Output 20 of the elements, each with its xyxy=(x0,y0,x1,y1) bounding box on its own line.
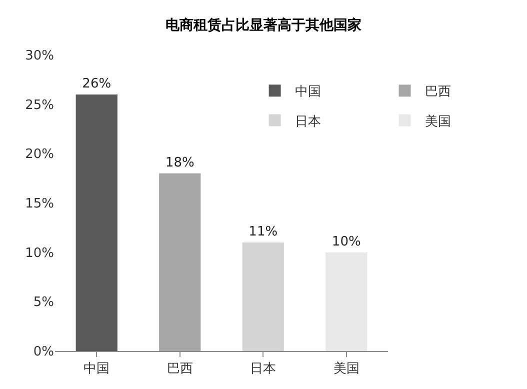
y-tick-label: 25% xyxy=(25,98,54,113)
data-label: 26% xyxy=(82,76,112,92)
data-label: 11% xyxy=(248,224,278,240)
x-tick-label: 中国 xyxy=(84,362,110,377)
y-tick-label: 30% xyxy=(25,48,54,64)
legend-label: 日本 xyxy=(294,114,321,130)
y-tick-label: 0% xyxy=(33,344,54,360)
y-tick-label: 5% xyxy=(33,295,54,310)
y-tick-label: 10% xyxy=(25,246,54,261)
x-tick-label: 美国 xyxy=(333,360,360,377)
x-tick-label: 日本 xyxy=(250,362,276,377)
legend-label: 巴西 xyxy=(424,84,451,100)
y-tick-label: 15% xyxy=(25,196,54,212)
legend-label: 中国 xyxy=(294,84,321,100)
chart-title: 电商租赁占比显著高于其他国家 xyxy=(166,16,362,34)
x-tick-label: 巴西 xyxy=(166,362,193,377)
y-tick-label: 20% xyxy=(25,147,54,162)
data-label: 10% xyxy=(332,234,361,250)
data-label: 18% xyxy=(165,155,194,170)
legend-label: 美国 xyxy=(424,113,451,130)
